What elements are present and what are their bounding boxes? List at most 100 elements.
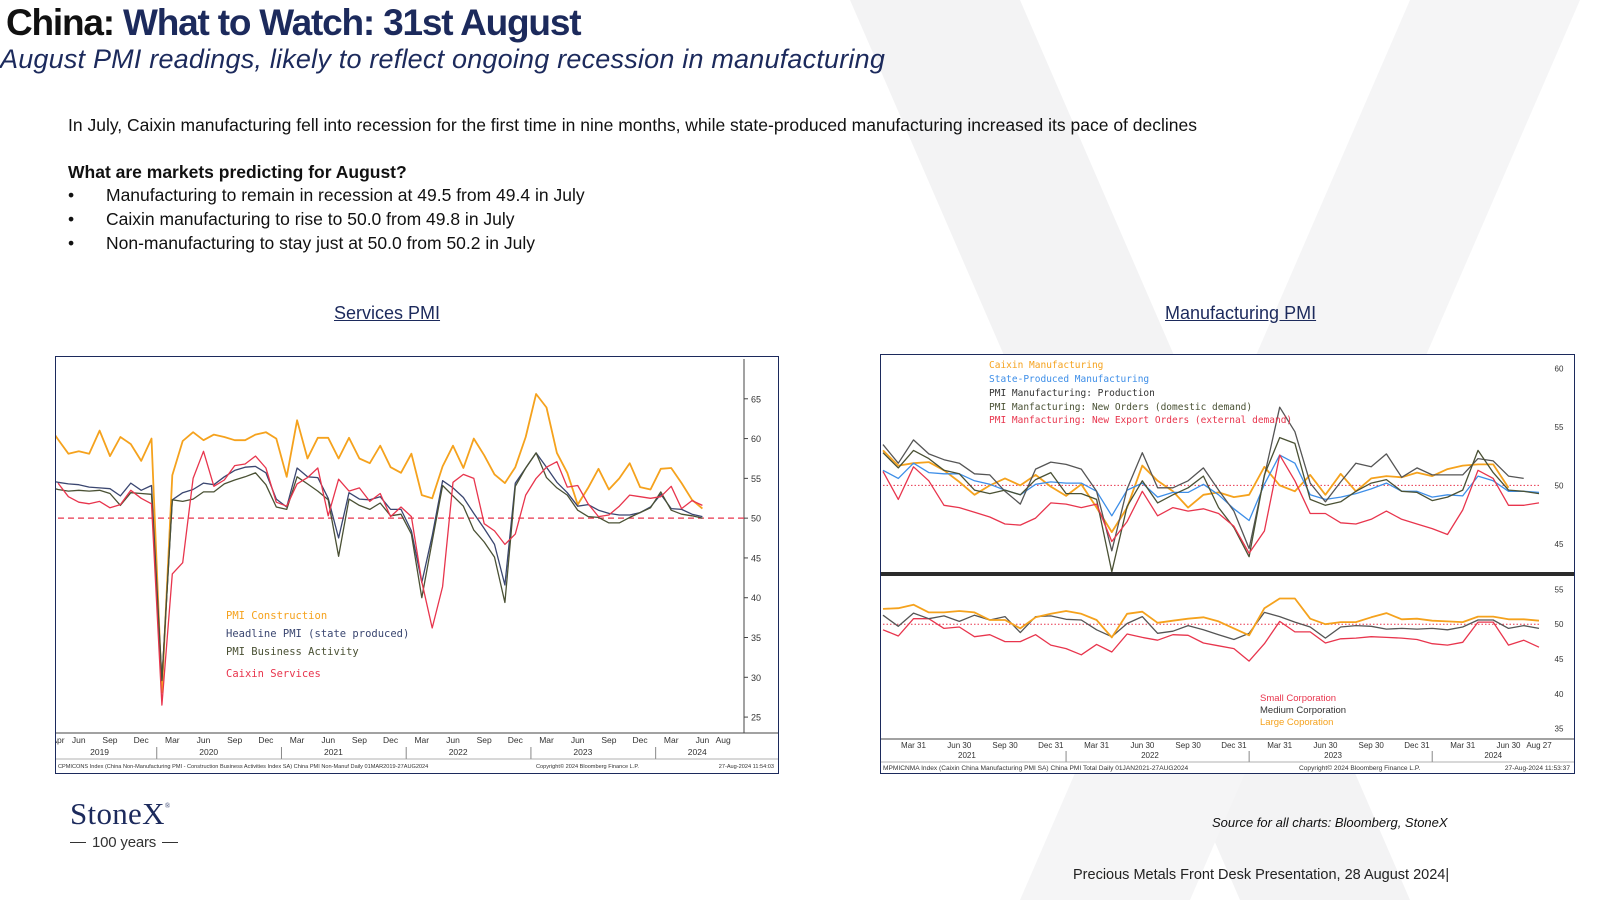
logo-years: 100 years bbox=[92, 834, 157, 851]
stonex-logo: StoneX® 100 years bbox=[70, 796, 179, 851]
manufacturing-panel-1-pmi-manfacturing-new-export-orders-external-demand-line bbox=[882, 454, 1540, 554]
chart-footer-timestamp: 27-Aug-2024 11:54:03 bbox=[719, 764, 774, 770]
x-tick-label: Jun bbox=[696, 735, 710, 745]
x-tick-label: Mar 31 bbox=[1267, 741, 1292, 750]
x-tick-label: Sep bbox=[102, 735, 117, 745]
y-tick-label: 50 bbox=[1555, 481, 1564, 490]
legend-entry-caixin-manufacturing: Caixin Manufacturing bbox=[989, 360, 1103, 371]
legend-entry-large-coporation: Large Coporation bbox=[1260, 717, 1333, 728]
year-label: 2023 bbox=[573, 747, 592, 757]
y-tick-label: 45 bbox=[1555, 655, 1564, 664]
x-tick-label: Sep bbox=[227, 735, 242, 745]
y-tick-label: 35 bbox=[751, 633, 761, 643]
year-label: 2021 bbox=[324, 747, 343, 757]
x-tick-label: Mar 31 bbox=[1450, 741, 1475, 750]
x-tick-label: Mar bbox=[414, 735, 429, 745]
bullet-dot: • bbox=[68, 185, 75, 205]
y-tick-label: 45 bbox=[751, 553, 761, 563]
y-tick-label: 55 bbox=[1555, 423, 1564, 432]
legend-entry-pmi-manfacturing-new-orders-domestic-demand: PMI Manfacturing: New Orders (domestic d… bbox=[989, 402, 1252, 413]
x-tick-label: Mar bbox=[290, 735, 305, 745]
x-tick-label: Jun bbox=[446, 735, 460, 745]
x-tick-label: Jun 30 bbox=[1130, 741, 1155, 750]
bullet-text: Non-manufacturing to stay just at 50.0 f… bbox=[106, 233, 535, 253]
manufacturing-panel-1-caixin-manufacturing-line bbox=[882, 449, 1510, 534]
x-tick-label: Jun bbox=[72, 735, 86, 745]
y-tick-label: 60 bbox=[751, 434, 761, 444]
y-tick-label: 55 bbox=[1555, 585, 1564, 594]
year-label: 2024 bbox=[688, 747, 707, 757]
y-tick-label: 50 bbox=[751, 514, 761, 524]
services-caixin-services-line bbox=[57, 450, 703, 706]
panel-divider bbox=[881, 572, 1574, 576]
manufacturing-chart-title: Manufacturing PMI bbox=[1165, 303, 1317, 323]
services-chart-svg: 25 30 35 40 45 50 55 60 65 PMI Construction Headli… bbox=[56, 359, 778, 770]
manufacturing-panel-1-pmi-manufacturing-production-line bbox=[882, 406, 1524, 552]
x-tick-label: Mar 31 bbox=[901, 741, 926, 750]
legend-entry-headline-pmi-state-produced: Headline PMI (state produced) bbox=[226, 628, 409, 640]
x-tick-label: Dec bbox=[383, 735, 399, 745]
chart-footer-copyright: Copyright© 2024 Bloomberg Finance L.P. bbox=[1299, 764, 1420, 772]
y-tick-label: 30 bbox=[751, 673, 761, 683]
services-pmi-business-activity-line bbox=[56, 452, 703, 682]
bullet-dot: • bbox=[68, 233, 75, 253]
x-tick-label: Dec bbox=[258, 735, 274, 745]
x-tick-label: Dec 31 bbox=[1038, 741, 1064, 750]
bullet-dot: • bbox=[68, 209, 75, 229]
title-main: What to Watch: 31st August bbox=[123, 2, 582, 43]
services-chart-title: Services PMI bbox=[334, 303, 441, 323]
forecast-list: • Manufacturing to remain in recession at… bbox=[68, 185, 585, 257]
services-pmi-chart: 25 30 35 40 45 50 55 60 65 PMI Construction Headli… bbox=[55, 356, 779, 774]
x-tick-label: Sep bbox=[601, 735, 616, 745]
page-title: China: What to Watch: 31st August bbox=[6, 2, 582, 44]
list-item: • Caixin manufacturing to rise to 50.0 fr… bbox=[68, 209, 585, 233]
x-tick-label: Mar 31 bbox=[1084, 741, 1109, 750]
footer-text: Precious Metals Front Desk Presentation,… bbox=[1073, 867, 1450, 883]
year-label: 2021 bbox=[958, 751, 976, 760]
x-tick-label: Jun bbox=[571, 735, 585, 745]
legend-entry-pmi-manufacturing-production: PMI Manufacturing: Production bbox=[989, 388, 1155, 399]
logo-name: StoneX bbox=[70, 796, 165, 831]
manufacturing-panel-1-state-produced-manufacturing-line bbox=[882, 454, 1540, 522]
intro-text: In July, Caixin manufacturing fell into … bbox=[68, 115, 1197, 135]
year-label: 2022 bbox=[1141, 751, 1159, 760]
chart-footer-timestamp: 27-Aug-2024 11:53:37 bbox=[1505, 765, 1570, 772]
y-tick-label: 55 bbox=[751, 474, 761, 484]
x-tick-label: Jun 30 bbox=[947, 741, 972, 750]
chart-footer-left: CPMICONS Index (China Non-Manufacturing … bbox=[58, 764, 428, 770]
manufacturing-pmi-chart: 45 50 55 60 35 40 45 50 55 Caixin Manufacturing St… bbox=[880, 354, 1575, 774]
bullet-text: Caixin manufacturing to rise to 50.0 fro… bbox=[106, 209, 515, 229]
x-tick-label: Mar bbox=[165, 735, 180, 745]
y-tick-label: 25 bbox=[751, 713, 761, 723]
source-note: Source for all charts: Bloomberg, StoneX bbox=[1212, 815, 1448, 830]
y-tick-label: 65 bbox=[751, 394, 761, 404]
bullet-text: Manufacturing to remain in recession at … bbox=[106, 185, 585, 205]
legend-entry-small-corporation: Small Corporation bbox=[1260, 693, 1336, 704]
y-tick-label: 60 bbox=[1555, 365, 1564, 374]
x-tick-label: Sep bbox=[352, 735, 367, 745]
legend-entry-pmi-construction: PMI Construction bbox=[226, 610, 327, 622]
x-tick-label: Dec bbox=[632, 735, 648, 745]
logo-mark: ® bbox=[164, 802, 171, 810]
page-subtitle: August PMI readings, likely to reflect o… bbox=[0, 44, 886, 74]
legend-entry-state-produced-manufacturing: State-Produced Manufacturing bbox=[989, 374, 1149, 385]
legend-entry-caixin-services: Caixin Services bbox=[226, 668, 321, 680]
manufacturing-panel-2-small-corporation-line bbox=[882, 618, 1540, 662]
manufacturing-panel-1-pmi-manfacturing-new-orders-domestic-demand-line bbox=[882, 436, 1540, 573]
list-item: • Non-manufacturing to stay just at 50.0 … bbox=[68, 233, 585, 257]
legend-entry-medium-corporation: Medium Corporation bbox=[1260, 705, 1346, 716]
x-tick-label: Sep 30 bbox=[1359, 741, 1385, 750]
chart-footer-copyright: Copyright© 2024 Bloomberg Finance L.P. bbox=[536, 763, 639, 770]
y-tick-label: 40 bbox=[1555, 690, 1564, 699]
x-tick-label: Dec bbox=[508, 735, 524, 745]
year-label: 2019 bbox=[90, 747, 109, 757]
legend-entry-pmi-business-activity: PMI Business Activity bbox=[226, 646, 359, 658]
question-heading: What are markets predicting for August? bbox=[68, 162, 407, 182]
y-tick-label: 50 bbox=[1555, 620, 1564, 629]
x-tick-label: Mar bbox=[539, 735, 554, 745]
x-tick-label: Sep 30 bbox=[992, 741, 1018, 750]
x-tick-label: Aug bbox=[716, 735, 731, 745]
y-tick-label: 40 bbox=[751, 593, 761, 603]
x-tick-label: Jun bbox=[321, 735, 335, 745]
